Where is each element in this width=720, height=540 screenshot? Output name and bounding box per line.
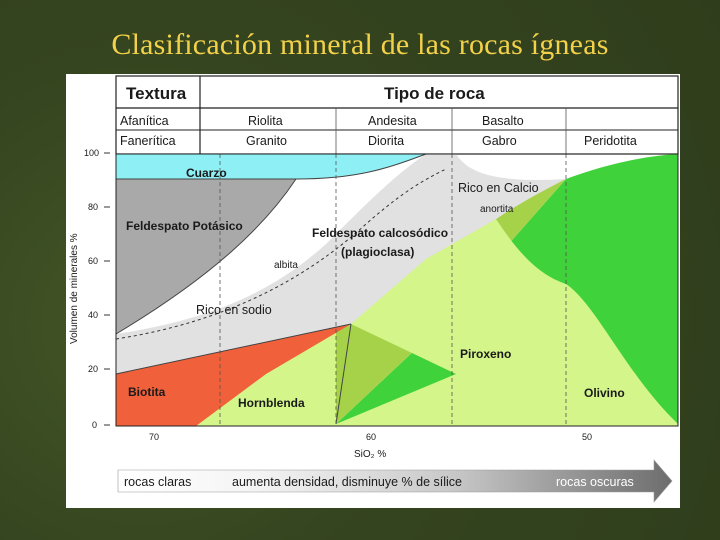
igneous-classification-diagram: Textura Tipo de roca Afanítica Riolita A… <box>66 74 680 508</box>
x-tick-50: 50 <box>582 432 592 442</box>
label-rico-sodio: Rico en sodio <box>196 303 272 317</box>
label-feldespato-potasico: Feldespato Potásico <box>126 219 243 233</box>
rock-peridotita: Peridotita <box>584 134 637 148</box>
label-plagioclasa: (plagioclasa) <box>341 245 414 259</box>
plot-area <box>115 153 679 427</box>
region-plagioclasa <box>116 154 566 374</box>
bar-rocas-oscuras: rocas oscuras <box>556 475 634 489</box>
header-table: Textura Tipo de roca Afanítica Riolita A… <box>115 75 679 155</box>
y-axis: Volumen de minerales % 100 80 60 40 20 0 <box>69 148 110 430</box>
label-rico-calcio: Rico en Calcio <box>458 181 539 195</box>
label-albita: albita <box>274 260 298 271</box>
slide-title: Clasificación mineral de las rocas ígnea… <box>111 28 609 61</box>
label-biotita: Biotita <box>128 385 166 399</box>
label-cuarzo: Cuarzo <box>186 166 227 180</box>
label-piroxeno: Piroxeno <box>460 347 511 361</box>
rock-basalto: Basalto <box>482 114 524 128</box>
y-tick-60: 60 <box>88 256 98 266</box>
bar-rocas-claras: rocas claras <box>124 475 191 489</box>
region-biotita <box>116 324 351 426</box>
texture-header: Textura <box>126 84 187 103</box>
texture-faneritica: Fanerítica <box>120 134 176 148</box>
label-anortita: anortita <box>480 204 514 215</box>
region-feldespato-potasico <box>116 179 296 334</box>
x-axis-label: SiO₂ % <box>354 449 386 460</box>
y-tick-100: 100 <box>84 148 99 158</box>
label-hornblenda: Hornblenda <box>238 396 305 410</box>
y-tick-0: 0 <box>92 420 97 430</box>
x-axis: 70 60 50 SiO₂ % <box>149 432 592 460</box>
y-tick-40: 40 <box>88 310 98 320</box>
texture-afanitica: Afanítica <box>120 114 169 128</box>
y-tick-80: 80 <box>88 202 98 212</box>
label-olivino: Olivino <box>584 386 625 400</box>
rock-riolita: Riolita <box>248 114 283 128</box>
bar-middle-text: aumenta densidad, disminuye % de sílice <box>232 475 462 489</box>
region-cuarzo <box>116 154 426 179</box>
rock-granito: Granito <box>246 134 287 148</box>
rock-gabro: Gabro <box>482 134 517 148</box>
rock-diorita: Diorita <box>368 134 404 148</box>
label-feldespato-calcosodico: Feldespato calcosódico <box>312 226 448 240</box>
x-tick-70: 70 <box>149 432 159 442</box>
x-tick-60: 60 <box>366 432 376 442</box>
rock-type-header: Tipo de roca <box>384 84 485 103</box>
density-arrow-bar: rocas claras aumenta densidad, disminuye… <box>117 459 673 503</box>
y-tick-20: 20 <box>88 364 98 374</box>
rock-andesita: Andesita <box>368 114 417 128</box>
y-axis-label: Volumen de minerales % <box>69 233 80 344</box>
